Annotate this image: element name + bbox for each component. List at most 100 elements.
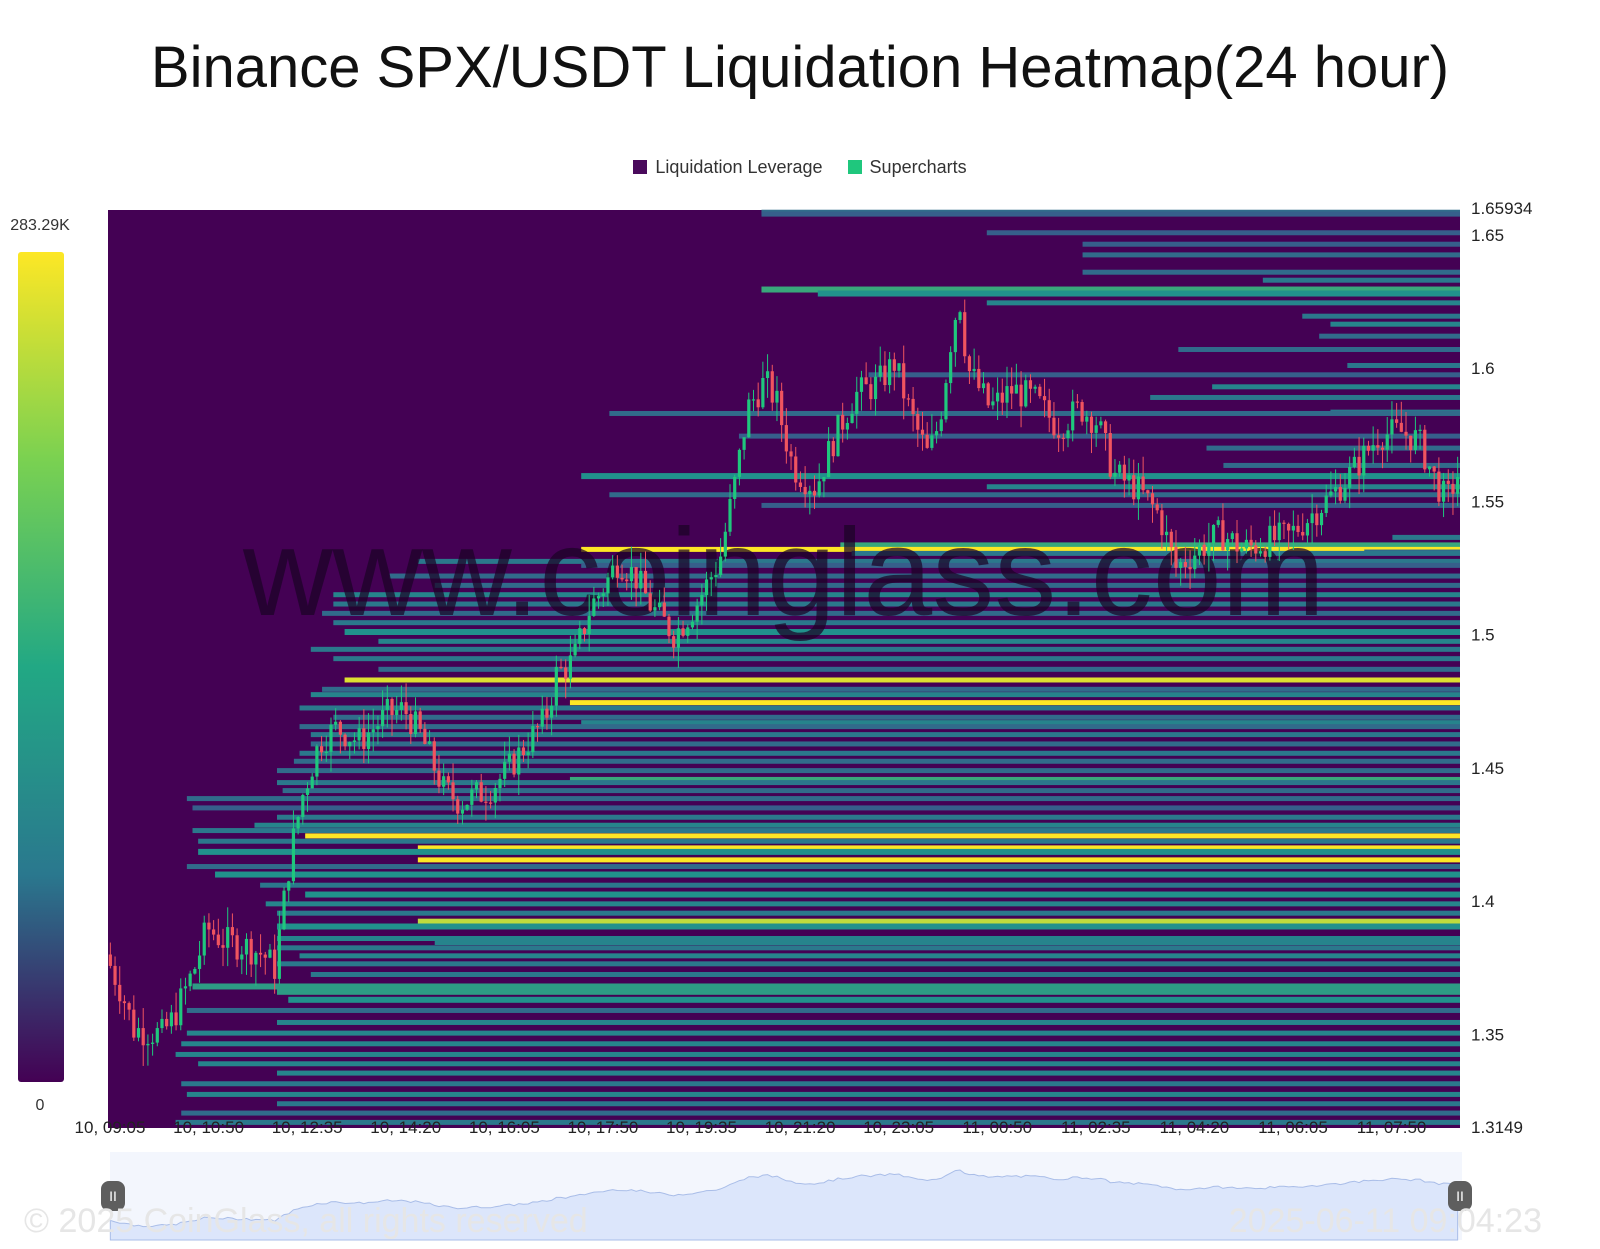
candle-body — [244, 938, 249, 955]
liquidation-band — [761, 286, 1460, 293]
candle-body — [822, 477, 826, 482]
candle-body — [765, 371, 770, 379]
liquidation-band — [175, 1119, 1461, 1125]
candle-body — [1169, 531, 1173, 548]
navigator-right-handle[interactable] — [1448, 1181, 1472, 1211]
x-tick-label: 11, 07:50 — [1357, 1118, 1427, 1137]
candle-body — [1183, 562, 1187, 567]
color-scale-min-label: 0 — [36, 1097, 45, 1114]
candle-body — [1357, 456, 1361, 476]
candle-body — [1244, 539, 1249, 549]
candle-body — [207, 922, 211, 930]
liquidation-band — [277, 814, 1460, 820]
liquidation-band — [1150, 394, 1460, 400]
candle-body — [418, 711, 422, 729]
liquidation-band — [277, 945, 1460, 951]
x-tick-label: 11, 04:20 — [1160, 1118, 1230, 1137]
candle-body — [587, 615, 591, 634]
candle-body — [1033, 386, 1037, 389]
candle-body — [1291, 525, 1295, 531]
navigator-left-handle[interactable] — [101, 1181, 125, 1211]
x-tick-label: 10, 16:05 — [469, 1118, 540, 1137]
candle-body — [676, 628, 680, 648]
candle-body — [202, 922, 206, 956]
time-navigator[interactable]: II II — [101, 1152, 1472, 1241]
candle-body — [498, 778, 502, 788]
candle-body — [653, 607, 657, 611]
x-tick-label: 10, 23:05 — [863, 1118, 934, 1137]
candle-body — [700, 595, 704, 606]
candle-body — [531, 726, 535, 753]
candle-body — [770, 371, 774, 403]
liquidation-band — [1347, 362, 1460, 368]
candle-body — [1118, 464, 1122, 473]
candle-body — [174, 1012, 178, 1026]
navigator-left-handle-grip-icon: II — [109, 1188, 117, 1204]
candle-body — [883, 365, 887, 386]
candle-body — [1371, 445, 1375, 451]
candle-body — [592, 598, 596, 616]
liquidation-band — [305, 833, 1461, 839]
candle-body — [1446, 480, 1450, 484]
liquidation-band — [277, 961, 1460, 967]
candle-body — [479, 782, 483, 802]
candle-body — [442, 776, 446, 787]
candle-body — [611, 565, 615, 578]
candle-body — [141, 1028, 145, 1046]
y-tick-label: 1.55 — [1471, 492, 1504, 511]
candle-body — [296, 816, 300, 829]
price-candles — [108, 299, 1460, 1066]
candle-body — [376, 726, 380, 730]
candle-body — [930, 435, 934, 448]
candle-body — [925, 434, 929, 448]
candle-body — [1423, 429, 1427, 470]
candle-body — [803, 486, 807, 495]
x-tick-label: 11, 02:35 — [1061, 1118, 1131, 1137]
candle-body — [1390, 419, 1394, 435]
liquidation-band — [322, 610, 1461, 616]
candle-body — [1348, 466, 1352, 488]
liquidation-band — [310, 741, 1460, 747]
candle-body — [1085, 416, 1089, 422]
y-tick-label: 1.45 — [1471, 759, 1504, 778]
candle-body — [1141, 476, 1145, 491]
candle-body — [1310, 513, 1314, 524]
candle-body — [892, 359, 896, 371]
candle-body — [1263, 551, 1267, 557]
candle-body — [855, 391, 859, 414]
candle-body — [761, 378, 765, 408]
liquidation-band — [333, 656, 1460, 662]
candle-body — [240, 954, 244, 960]
liquidation-band — [417, 857, 1460, 863]
candle-body — [362, 728, 366, 749]
candle-body — [113, 965, 117, 985]
liquidation-band — [310, 732, 1460, 738]
candle-body — [794, 456, 798, 483]
legend-item-supercharts[interactable]: Supercharts — [847, 157, 967, 178]
candle-body — [1000, 392, 1004, 403]
candle-body — [1057, 435, 1061, 438]
candle-body — [1146, 490, 1150, 494]
liquidation-band — [215, 871, 1461, 878]
liquidation-band — [1082, 241, 1460, 247]
candle-body — [1005, 386, 1009, 403]
candle-body — [1042, 396, 1047, 401]
candle-body — [108, 954, 112, 966]
liquidation-band — [378, 638, 1460, 644]
liquidation-band — [277, 1019, 1460, 1025]
candle-body — [427, 741, 432, 744]
liquidation-band — [299, 750, 1460, 756]
liquidation-band — [277, 988, 1460, 995]
liquidation-band — [333, 620, 1460, 626]
liquidation-band — [299, 705, 1460, 711]
candle-body — [902, 363, 906, 399]
candle-body — [413, 711, 418, 734]
candle-body — [737, 449, 742, 477]
liquidation-band — [198, 838, 1461, 844]
candle-body — [1132, 475, 1136, 500]
candle-body — [704, 579, 709, 596]
candle-body — [423, 728, 427, 744]
candle-body — [873, 376, 878, 400]
legend-item-liquidation-leverage[interactable]: Liquidation Leverage — [633, 157, 823, 178]
